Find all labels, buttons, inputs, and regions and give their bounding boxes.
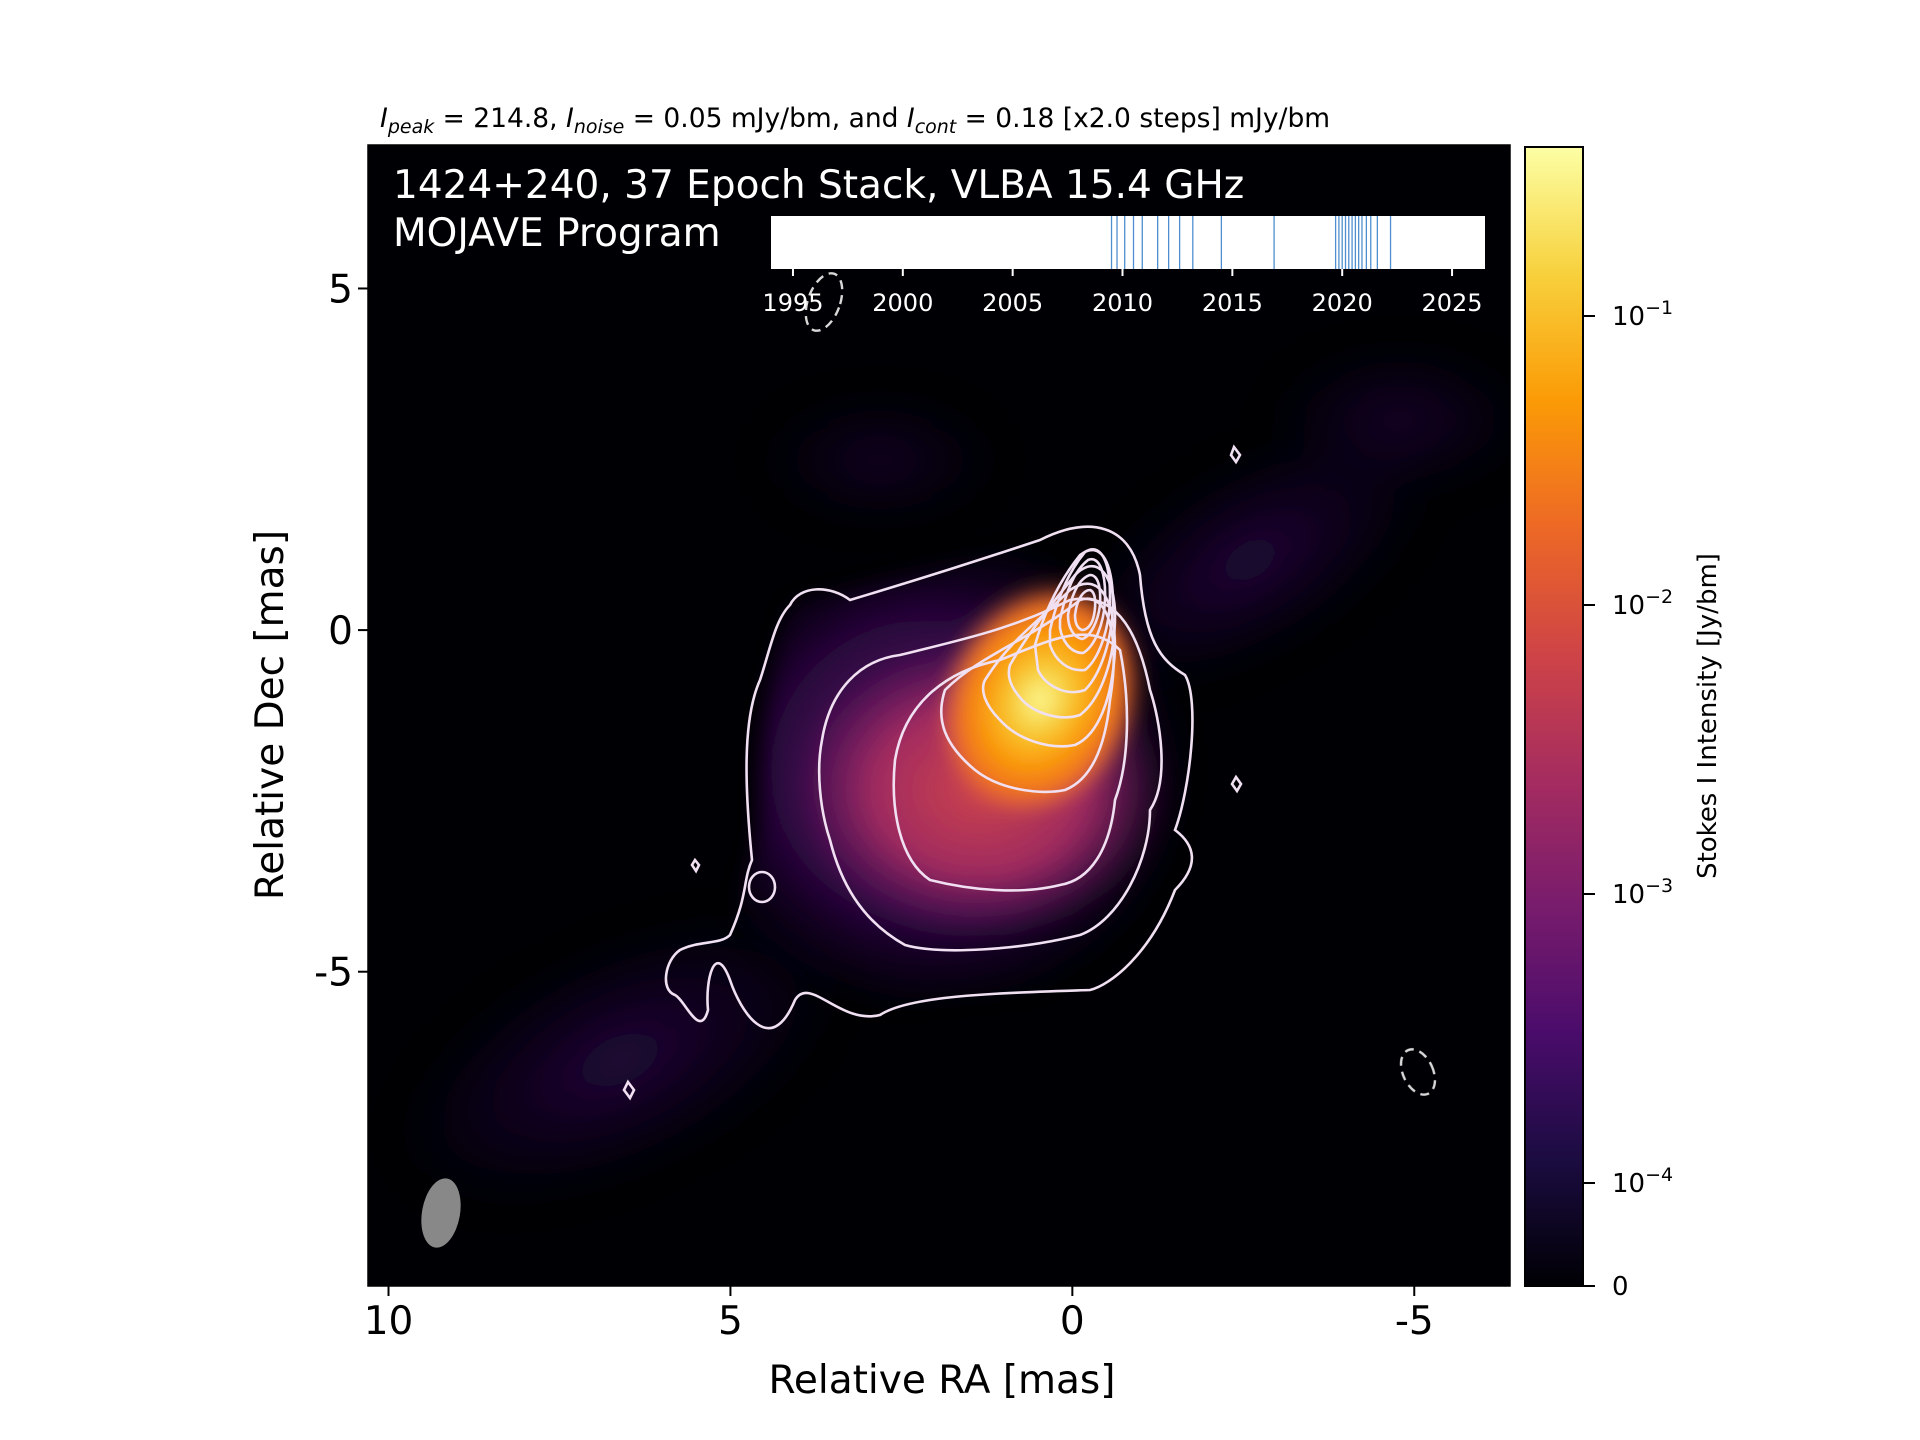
epoch-ticks (1110, 216, 1392, 269)
negative-contour-1 (804, 272, 844, 332)
map-axes: 10 5 0 -5 5 0 -5 (314, 267, 1434, 1344)
epoch-tick-label: 2025 (1422, 289, 1483, 317)
contour-island-4 (690, 857, 701, 874)
i-cont-symbol: I (907, 103, 915, 134)
epoch-timeline: 1995 2000 2005 2010 2015 2020 2025 (762, 216, 1485, 317)
x-tick-label: 10 (364, 1299, 414, 1344)
peak-text: = 214.8, (434, 103, 566, 134)
x-tick-label: 5 (718, 1299, 743, 1344)
panel-title-line1: 1424+240, 37 Epoch Stack, VLBA 15.4 GHz (393, 163, 1244, 208)
beam-ellipse (421, 1178, 461, 1248)
contour-island-5 (622, 1079, 636, 1101)
epoch-tick-label: 2020 (1312, 289, 1373, 317)
epoch-tick-label: 2010 (1092, 289, 1153, 317)
x-tick-label: 0 (1060, 1299, 1085, 1344)
panel-title-line2: MOJAVE Program (393, 211, 721, 256)
y-axis-label: Relative Dec [mas] (248, 530, 293, 900)
contour-level-2 (817, 597, 1163, 952)
contour-island-1 (747, 870, 777, 904)
negative-contour-2 (1399, 1048, 1437, 1096)
contour-lines (622, 444, 1243, 1101)
contour-level-11 (1073, 588, 1097, 632)
contour-level-7 (1033, 548, 1115, 694)
colorbar-tick-label: 10−4 (1612, 1164, 1673, 1199)
epoch-axis: 1995 2000 2005 2010 2015 2020 2025 (762, 269, 1483, 317)
epoch-tick-label: 1995 (762, 289, 823, 317)
y-tick-label: 0 (328, 609, 353, 654)
epoch-tick-label: 2015 (1202, 289, 1263, 317)
i-noise-symbol: I (566, 103, 574, 134)
map-frame (367, 144, 1511, 1287)
contour-level-9 (1058, 557, 1107, 655)
colorbar: 0 10−4 10−3 10−2 10−1 Stokes I Intensity [Jy… (1524, 146, 1723, 1302)
contour-level-8 (1048, 548, 1112, 672)
x-tick-label: -5 (1395, 1299, 1434, 1344)
colorbar-gradient (1525, 147, 1583, 1286)
colorbar-tick-label: 0 (1612, 1272, 1629, 1302)
y-tick-label: -5 (314, 951, 353, 996)
contour-level-10 (1066, 573, 1102, 641)
colorbar-tick-label: 10−2 (1612, 586, 1673, 621)
contour-level-5 (981, 582, 1117, 748)
cont-text: = 0.18 [x2.0 steps] mJy/bm (956, 103, 1330, 134)
y-tick-label: 5 (328, 267, 353, 312)
contour-island-2 (1229, 444, 1242, 465)
contour-island-3 (1230, 774, 1243, 794)
colorbar-ticks: 0 10−4 10−3 10−2 10−1 (1583, 297, 1673, 1302)
epoch-tick-label: 2005 (982, 289, 1043, 317)
x-axis-label: Relative RA [mas] (769, 1358, 1116, 1403)
colorbar-tick-label: 10−1 (1612, 297, 1673, 332)
epoch-tick-label: 2000 (872, 289, 933, 317)
i-cont-subscript: cont (915, 116, 958, 138)
i-peak-subscript: peak (387, 116, 435, 138)
figure-header: Ipeak = 214.8, Inoise = 0.05 mJy/bm, and… (380, 103, 1330, 138)
contour-level-4 (940, 597, 1116, 794)
intensity-map: 1424+240, 37 Epoch Stack, VLBA 15.4 GHz … (368, 145, 1510, 1286)
source-emission (671, 524, 1195, 1018)
colorbar-tick-label: 10−3 (1612, 875, 1673, 910)
i-peak-symbol: I (380, 103, 388, 134)
negative-contours (804, 272, 1437, 1096)
colorbar-frame (1524, 146, 1584, 1287)
i-noise-subscript: noise (574, 116, 625, 138)
colorbar-label: Stokes I Intensity [Jy/bm] (1693, 553, 1723, 879)
noise-text: = 0.05 mJy/bm, and (624, 103, 906, 134)
contour-level-1 (664, 525, 1194, 1030)
